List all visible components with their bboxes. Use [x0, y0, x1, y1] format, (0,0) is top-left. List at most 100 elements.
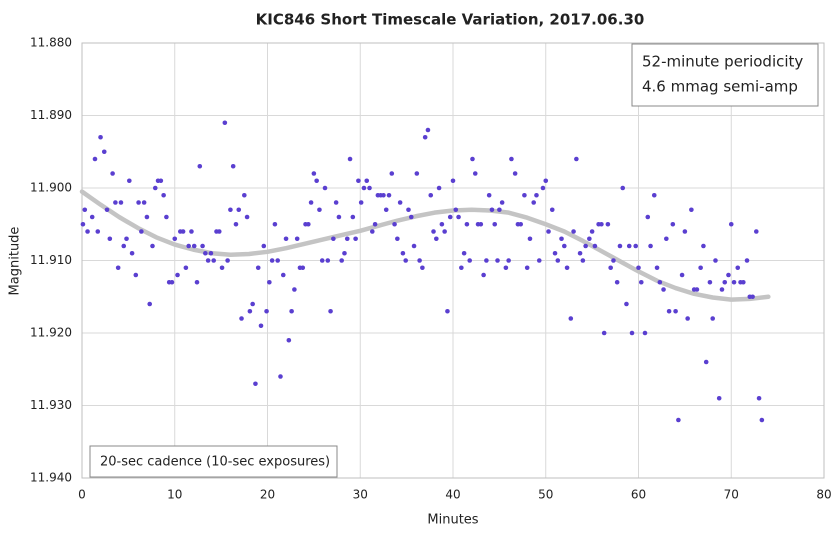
data-point — [136, 200, 141, 205]
data-point — [503, 265, 509, 271]
data-point — [236, 207, 242, 213]
data-point — [459, 265, 464, 271]
x-tick-label: 30 — [353, 488, 368, 502]
data-point — [230, 163, 236, 169]
data-point — [756, 395, 762, 401]
data-point — [685, 316, 690, 321]
data-point — [583, 243, 588, 249]
data-point — [364, 178, 370, 184]
data-point — [294, 236, 300, 242]
data-point — [509, 156, 514, 162]
plot-border — [81, 42, 825, 479]
data-point — [753, 229, 759, 234]
data-point — [648, 243, 653, 249]
data-point — [400, 250, 406, 256]
data-point — [356, 178, 361, 184]
data-point — [383, 207, 389, 213]
data-point — [169, 279, 175, 285]
data-point — [543, 178, 549, 184]
data-point — [275, 258, 281, 263]
data-point — [152, 185, 158, 191]
data-point — [331, 236, 336, 242]
data-point — [107, 236, 113, 242]
data-point — [633, 243, 639, 249]
data-point — [180, 229, 186, 234]
data-point — [642, 330, 648, 336]
data-point — [219, 265, 225, 271]
data-point — [161, 192, 166, 198]
data-point — [397, 200, 403, 205]
data-point — [197, 163, 203, 169]
data-point — [203, 250, 208, 256]
data-point — [651, 192, 657, 198]
data-point — [350, 214, 356, 220]
data-point — [497, 207, 502, 213]
data-point — [411, 243, 417, 249]
data-point — [124, 236, 129, 242]
data-point — [186, 243, 191, 249]
data-point — [484, 258, 489, 263]
data-point — [638, 279, 644, 285]
data-point — [289, 308, 294, 314]
data-point — [414, 171, 420, 176]
data-point — [461, 250, 467, 256]
data-point — [205, 258, 211, 263]
data-point — [244, 214, 250, 220]
data-point — [272, 221, 278, 227]
data-point — [372, 221, 378, 227]
data-point — [694, 287, 700, 292]
data-point — [339, 258, 345, 263]
data-point — [562, 243, 567, 249]
data-point — [325, 258, 331, 263]
data-point — [431, 229, 436, 234]
data-point — [280, 272, 286, 278]
data-point — [719, 287, 725, 292]
data-point — [222, 120, 228, 126]
data-point — [150, 243, 155, 249]
data-point — [624, 301, 629, 307]
chart-title: KIC846 Short Timescale Variation, 2017.0… — [256, 11, 645, 29]
data-point — [689, 207, 694, 213]
data-point — [239, 316, 244, 321]
data-point — [89, 214, 95, 220]
data-point — [367, 185, 372, 191]
data-point — [456, 214, 461, 220]
data-point — [147, 301, 153, 307]
data-point — [164, 214, 169, 220]
data-point — [587, 236, 592, 242]
x-tick-label: 20 — [260, 488, 275, 502]
data-point — [436, 185, 442, 191]
data-point — [592, 243, 598, 249]
data-point — [264, 308, 269, 314]
data-point — [189, 229, 194, 234]
data-point — [657, 279, 663, 285]
data-point — [531, 200, 536, 205]
data-point — [701, 243, 706, 249]
data-point — [82, 207, 88, 213]
data-point — [726, 272, 731, 278]
data-point — [549, 207, 555, 213]
data-point — [453, 207, 459, 213]
data-point — [344, 236, 350, 242]
data-point — [527, 236, 533, 242]
data-point — [492, 221, 498, 227]
data-point — [620, 185, 626, 191]
annotation: 20-sec cadence (10-sec exposures) — [100, 455, 330, 470]
y-tick-label: 11.920 — [30, 326, 72, 340]
data-point — [599, 221, 604, 227]
data-point — [735, 265, 741, 271]
data-point — [589, 229, 595, 234]
data-point — [536, 258, 542, 263]
data-point — [255, 265, 261, 271]
data-point — [311, 171, 317, 176]
data-point — [518, 221, 524, 227]
data-point — [118, 200, 124, 205]
data-point — [601, 330, 607, 336]
data-point — [629, 330, 635, 336]
data-point — [481, 272, 486, 278]
data-point — [571, 229, 576, 234]
data-point — [654, 265, 660, 271]
data-point — [731, 279, 737, 285]
data-point — [722, 279, 728, 285]
